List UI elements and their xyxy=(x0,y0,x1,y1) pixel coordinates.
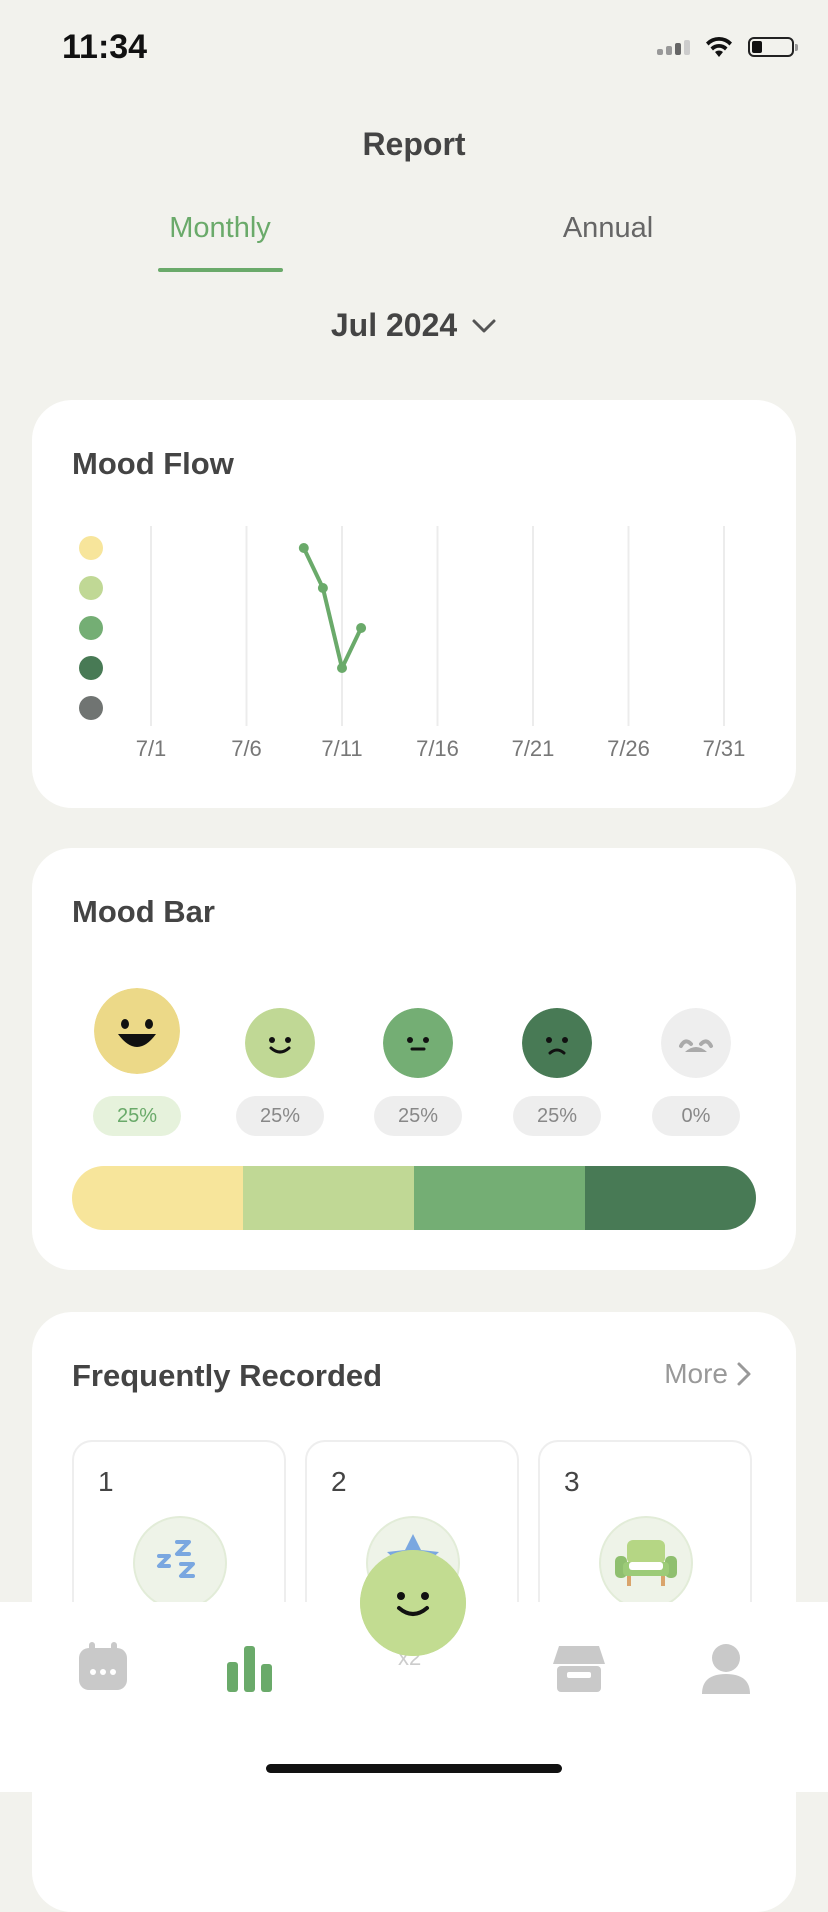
x-tick-label: 7/16 xyxy=(416,736,459,761)
frequent-item-3[interactable]: 3 xyxy=(538,1440,752,1680)
battery-icon xyxy=(748,37,798,57)
more-label: More xyxy=(664,1358,728,1389)
month-label: Jul 2024 xyxy=(330,307,458,343)
x-tick-label: 7/31 xyxy=(703,736,746,761)
mood-bar-segment xyxy=(243,1166,414,1230)
frequently-recorded-title: Frequently Recorded xyxy=(72,1358,383,1393)
mood-percent-4: 25% xyxy=(513,1096,601,1136)
mood-percent-5: 0% xyxy=(652,1096,740,1136)
mood-percent-3: 25% xyxy=(374,1096,462,1136)
neutral-face-icon xyxy=(383,1008,453,1078)
frequent-item-1[interactable]: 1 xyxy=(72,1440,286,1680)
rank-number: 3 xyxy=(564,1466,580,1497)
mood-flow-title: Mood Flow xyxy=(72,446,234,481)
x-tick-label: 7/21 xyxy=(512,736,555,761)
tab-annual[interactable]: Annual xyxy=(562,212,654,244)
mood-bar-segment xyxy=(585,1166,756,1230)
x-tick-label: 7/11 xyxy=(321,736,362,761)
mood-flow-point xyxy=(356,623,367,633)
page-title: Report xyxy=(362,126,466,162)
mood-flow-line xyxy=(301,547,363,670)
tab-monthly[interactable]: Monthly xyxy=(169,212,271,244)
sleep-zzz-icon xyxy=(133,1516,227,1610)
mood-flow-chart: 7/1 7/6 7/11 7/16 7/21 7/26 7/31 xyxy=(79,526,746,761)
cellular-signal-icon xyxy=(657,39,690,55)
x-tick-label: 7/1 xyxy=(136,736,167,761)
x-tick-label: 7/26 xyxy=(607,736,650,761)
mood-bar-title: Mood Bar xyxy=(72,894,215,929)
mood-flow-card: Mood Flow 7/1 7/6 7/11 7/16 7/21 7/26 7/31 xyxy=(32,400,796,808)
armchair-icon xyxy=(599,1516,693,1610)
store-icon[interactable] xyxy=(549,1638,609,1698)
mood-flow-point xyxy=(298,543,309,553)
mood-distribution-bar xyxy=(72,1166,756,1230)
mood-percent-1: 25% xyxy=(93,1096,181,1136)
smiling-face-icon xyxy=(245,1008,315,1078)
rank-number: 2 xyxy=(331,1466,347,1497)
mood-level-dot xyxy=(79,696,103,720)
rank-number: 1 xyxy=(98,1466,114,1497)
month-selector[interactable]: Jul 2024 xyxy=(0,307,828,344)
mood-bar-card: Mood Bar 25% 25% 25% 25% 0% xyxy=(32,848,796,1270)
frowning-face-icon xyxy=(522,1008,592,1078)
mood-flow-point xyxy=(317,583,328,593)
bar-chart-icon[interactable] xyxy=(219,1638,279,1698)
status-bar: 11:34 xyxy=(0,0,828,100)
add-mood-face-icon[interactable] xyxy=(360,1550,466,1656)
chevron-down-icon xyxy=(472,319,496,332)
home-indicator xyxy=(266,1764,562,1773)
more-link[interactable]: More xyxy=(664,1358,752,1390)
mood-percent-2: 25% xyxy=(236,1096,324,1136)
profile-icon[interactable] xyxy=(696,1638,756,1698)
mood-flow-point xyxy=(337,663,347,673)
status-icons xyxy=(657,36,798,58)
x-tick-label: 7/6 xyxy=(231,736,262,761)
crying-face-icon xyxy=(661,1008,731,1078)
mood-level-dot xyxy=(79,656,103,680)
mood-bar-segment xyxy=(72,1166,243,1230)
active-tab-indicator xyxy=(158,268,283,272)
calendar-icon[interactable] xyxy=(73,1638,133,1698)
laughing-face-icon xyxy=(94,988,180,1074)
status-time: 11:34 xyxy=(62,28,148,66)
chevron-right-icon xyxy=(737,1362,751,1386)
mood-level-dot xyxy=(79,616,103,640)
wifi-icon xyxy=(706,36,732,57)
mood-level-dot xyxy=(79,536,103,560)
report-tabs: Monthly Annual xyxy=(0,212,828,272)
mood-bar-segment xyxy=(414,1166,585,1230)
mood-level-dot xyxy=(79,576,103,600)
